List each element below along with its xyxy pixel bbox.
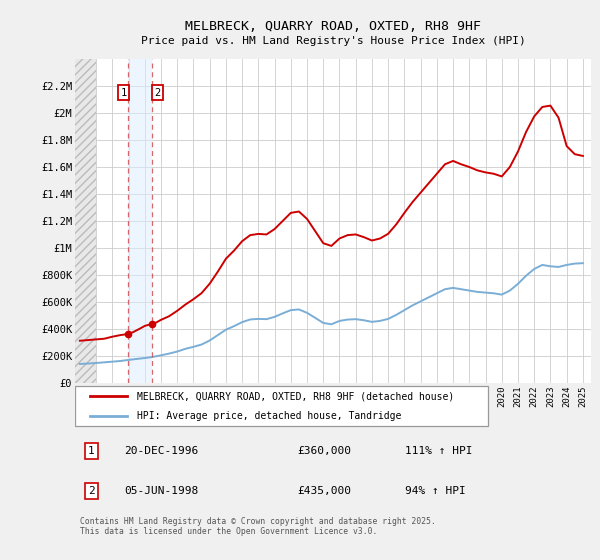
Text: Price paid vs. HM Land Registry's House Price Index (HPI): Price paid vs. HM Land Registry's House … xyxy=(140,36,526,46)
Text: 1: 1 xyxy=(88,446,95,456)
Bar xyxy=(75,59,96,382)
Text: 111% ↑ HPI: 111% ↑ HPI xyxy=(405,446,473,456)
Text: HPI: Average price, detached house, Tandridge: HPI: Average price, detached house, Tand… xyxy=(137,411,401,421)
Text: £435,000: £435,000 xyxy=(297,486,351,496)
Text: 20-DEC-1996: 20-DEC-1996 xyxy=(124,446,198,456)
Text: 05-JUN-1998: 05-JUN-1998 xyxy=(124,486,198,496)
FancyBboxPatch shape xyxy=(75,386,488,426)
Text: 2: 2 xyxy=(154,87,161,97)
Text: 2: 2 xyxy=(88,486,95,496)
Text: MELBRECK, QUARRY ROAD, OXTED, RH8 9HF (detached house): MELBRECK, QUARRY ROAD, OXTED, RH8 9HF (d… xyxy=(137,391,454,402)
Text: Contains HM Land Registry data © Crown copyright and database right 2025.
This d: Contains HM Land Registry data © Crown c… xyxy=(80,517,436,536)
Bar xyxy=(128,59,152,382)
Text: 94% ↑ HPI: 94% ↑ HPI xyxy=(405,486,466,496)
Text: 1: 1 xyxy=(121,87,127,97)
Text: MELBRECK, QUARRY ROAD, OXTED, RH8 9HF: MELBRECK, QUARRY ROAD, OXTED, RH8 9HF xyxy=(185,20,481,32)
Text: £360,000: £360,000 xyxy=(297,446,351,456)
